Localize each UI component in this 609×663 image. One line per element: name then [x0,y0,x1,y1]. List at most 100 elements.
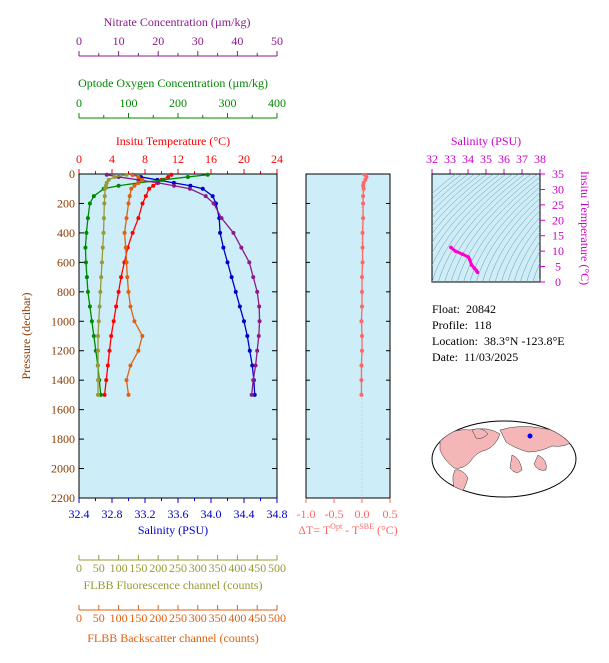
fluorescence-data-point [96,319,101,324]
tick-label: 50 [93,561,105,575]
nitrate-axis: Nitrate Concentration (µm/kg) 0 10 20 30 40 5… [76,15,283,57]
temperature-axis-label: Insitu Temperature (°C) [116,134,230,148]
ts-data-point [472,266,477,270]
location-line: Location: 38.3°N -123.8°E [432,334,565,349]
ts-temperature-tick-label: 5 [555,260,561,274]
oxygen-data-point [98,392,103,397]
delta-t-series [359,172,369,397]
temperature-data-point [114,304,119,309]
float-id-line: Float: 20842 [432,302,496,317]
backscatter-data-point [136,348,141,353]
ts-data-point [449,245,453,250]
tick-label: 4 [109,152,115,166]
main-series-group [83,172,262,397]
oxygen-data-point [91,334,96,338]
tick-label: 150 [129,611,147,625]
ts-salinity-axis: 32 33 34 35 36 37 38 [426,152,546,174]
temperature-data-point [111,319,116,324]
nitrate-data-point [247,260,252,265]
tick-label: 32.8 [102,507,123,521]
temperature-data-point [119,275,124,280]
backscatter-data-point [128,363,133,368]
ts-temperature-tick-label: 35 [552,167,564,181]
temperature-data-point [151,183,156,188]
fluorescence-data-point [102,201,107,206]
density-contour [432,174,507,254]
delta-t-data-point [360,230,365,235]
ts-salinity-label: Salinity (PSU) [451,134,521,148]
fluorescence-data-point [112,174,117,179]
oxygen-data-point [84,275,89,280]
oxygen-data-point [91,194,96,199]
delta-t-axis: -1.0 -0.5 0.0 0.5 [297,173,398,521]
density-contour [432,174,469,206]
pressure-tick-label: 200 [57,196,75,210]
tick-label: 0 [76,611,82,625]
delta-t-tick-label: 0.0 [355,507,370,521]
ts-data-point [460,252,465,257]
density-contour [438,174,526,282]
backscatter-data-point [140,177,145,182]
salinity-data-point [218,230,223,235]
tick-label: 300 [189,611,207,625]
density-contour [432,174,488,227]
backscatter-data-point [124,216,129,221]
float-label: Float: [432,302,461,316]
tick-label: 500 [268,611,286,625]
fluorescence-data-point [96,378,101,383]
tick-label: 34.8 [267,507,288,521]
fluorescence-data-point [96,392,101,397]
fluorescence-data-point [99,260,104,265]
nitrate-data-point [104,172,109,177]
backscatter-data-point [125,275,130,280]
density-contour [432,174,476,212]
tick-label: 200 [149,561,167,575]
pressure-tick-label: 1800 [51,432,75,446]
backscatter-data-point [132,319,137,324]
delta-t-data-point [359,378,364,383]
oxygen-data-point [85,216,90,221]
tick-label: 400 [228,561,246,575]
tick-label: 16 [205,152,217,166]
pressure-tick-label: 800 [57,285,75,299]
ts-data-point [469,263,474,267]
delta-t-data-point [361,186,366,191]
tick-label: 10 [113,34,125,48]
delta-t-data-point [359,319,364,324]
tick-label: 450 [248,561,266,575]
backscatter-data-point [127,194,132,199]
fluorescence-data-point [96,348,101,353]
tick-label: 400 [268,96,286,110]
nitrate-data-point [257,304,262,309]
profile-number: 118 [474,318,492,332]
temperature-data-point [169,172,174,177]
date-label: Date: [432,350,458,364]
density-contour [475,192,540,282]
salinity-data-point [247,348,252,353]
pressure-tick-label: 0 [69,167,75,181]
delta-t-data-point [360,260,365,265]
density-contour [538,278,540,282]
oxygen-axis-label: Optode Oxygen Concentration (µm/kg) [78,76,268,90]
tick-label: 20 [152,34,164,48]
temperature-data-point [140,201,145,206]
density-contour [526,250,540,282]
pressure-tick-label: 400 [57,226,75,240]
temperature-data-point [109,334,114,338]
nitrate-data-point [255,348,260,353]
nitrate-data-point [256,334,261,338]
temperature-axis: Insitu Temperature (°C) 0 4 8 12 16 20 24 [76,134,283,174]
oxygen-data-point [185,174,190,179]
tick-label: 100 [110,611,128,625]
salinity-data-point [237,304,242,309]
salinity-data-point [233,289,238,294]
backscatter-data-point [126,392,131,397]
tick-label: 0 [76,34,82,48]
salinity-data-point [242,319,246,324]
backscatter-data-point [124,378,129,383]
salinity-data-point [225,260,230,265]
nitrate-data-point [249,392,254,397]
salinity-data-point [200,186,205,191]
nitrate-data-point [211,201,216,206]
